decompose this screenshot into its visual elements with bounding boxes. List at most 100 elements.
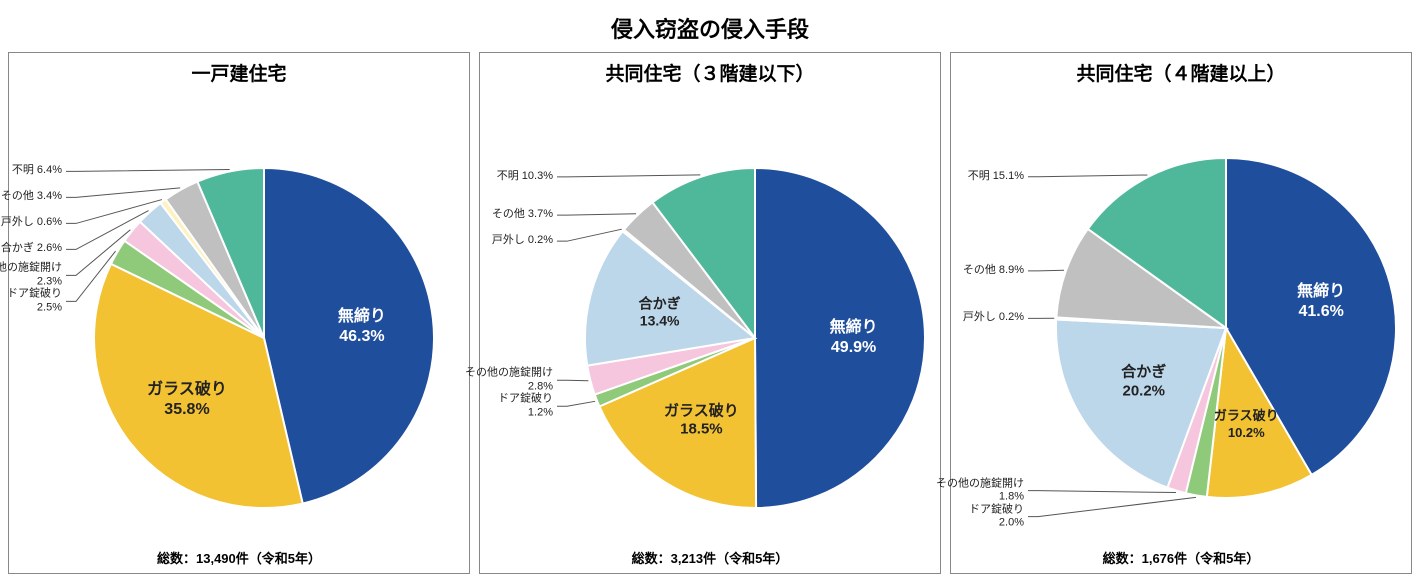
slice-label-name: 無締り — [338, 308, 386, 325]
slice-label-doorlock: ドア錠破り2.0% — [969, 503, 1024, 531]
pie-slice-removal — [1056, 317, 1226, 328]
slice-label-spare: 合かぎ20.2% — [1121, 364, 1166, 402]
slice-label-unknown: 不明 15.1% — [968, 170, 1024, 184]
pie-slice-removal — [161, 199, 264, 338]
slice-label-name: ガラス破り — [147, 381, 227, 398]
slice-label-name: ドア錠破り — [969, 503, 1024, 517]
panel-footer: 総数：1,676件（令和5年） — [951, 548, 1411, 567]
pie-slice-other — [1056, 229, 1226, 328]
slice-label-glass: ガラス破り 35.8% — [147, 380, 227, 420]
pie-slice-unknown — [197, 168, 264, 338]
slice-label-pct: 2.8% — [465, 380, 553, 394]
pie-slice-spare — [140, 203, 264, 338]
slice-label-name: 合かぎ — [639, 295, 681, 311]
slice-label-name: 戸外し — [963, 312, 996, 324]
slice-label-pct: 6.4% — [34, 165, 62, 177]
slice-label-pct: 46.3% — [338, 327, 386, 347]
slice-label-removal: 戸外し 0.2% — [492, 234, 553, 248]
slice-label-name: 無締り — [830, 319, 878, 336]
slice-label-pct: 3.4% — [34, 191, 62, 203]
slice-label-glass: ガラス破り 18.5% — [664, 402, 739, 440]
panel-title: 共同住宅（４階建以上） — [951, 53, 1411, 86]
slice-label-pct: 8.9% — [996, 264, 1024, 276]
slice-label-other: その他 3.4% — [1, 191, 62, 205]
slice-label-name: ガラス破り — [1214, 408, 1279, 423]
slice-label-name: 不明 — [497, 170, 519, 182]
slice-label-otherlock: その他の施錠開け2.3% — [0, 262, 62, 290]
pie-slice-other — [166, 182, 264, 338]
slice-label-pct: 10.2% — [1214, 424, 1279, 440]
slice-label-pct: 49.9% — [830, 338, 878, 358]
slice-label-pct: 1.8% — [936, 491, 1024, 505]
slice-label-name: ガラス破り — [664, 402, 739, 419]
pie-slice-spare — [1056, 319, 1226, 487]
slice-label-name: 戸外し — [492, 234, 525, 246]
slice-label-pct: 0.2% — [996, 312, 1024, 324]
slice-label-glass: ガラス破り10.2% — [1214, 408, 1279, 441]
leader-line — [66, 211, 149, 250]
leader-line — [66, 251, 116, 301]
leader-line — [1028, 497, 1196, 516]
slice-label-pct: 2.3% — [0, 275, 62, 289]
leader-line — [66, 200, 162, 224]
slice-label-other: その他 3.7% — [492, 208, 553, 222]
pie-slice-unknown — [1088, 158, 1226, 328]
leader-line — [1028, 491, 1176, 493]
slice-label-unlocked: 無締り 49.9% — [830, 318, 878, 358]
slice-label-name: ドア錠破り — [7, 288, 62, 302]
leader-line — [66, 188, 180, 198]
leader-line — [1028, 175, 1147, 177]
slice-label-pct: 41.6% — [1297, 302, 1345, 322]
slice-label-removal: 戸外し 0.2% — [963, 312, 1024, 326]
slice-label-unlocked: 無締り 41.6% — [1297, 282, 1345, 322]
leader-line — [557, 214, 636, 215]
panel-lowrise: 共同住宅（３階建以下）総数：3,213件（令和5年）無締り49.9%ガラス破り1… — [479, 52, 941, 574]
panel-highrise: 共同住宅（４階建以上）総数：1,676件（令和5年）無締り41.6%ガラス破り1… — [950, 52, 1412, 574]
pie-chart — [9, 53, 469, 573]
panel-detached: 一戸建住宅総数：13,490件（令和5年） 無締り 46.3% ガラス破り 35.8% ド… — [8, 52, 470, 574]
slice-label-removal: 戸外し 0.6% — [1, 217, 62, 231]
slice-label-name: ドア錠破り — [498, 393, 553, 407]
leader-line — [557, 401, 595, 406]
panel-footer: 総数：13,490件（令和5年） — [9, 548, 469, 567]
main-title: 侵入窃盗の侵入手段 — [0, 0, 1420, 52]
slice-label-name: その他の施錠開け — [0, 262, 62, 276]
panel-title: 共同住宅（３階建以下） — [480, 53, 940, 86]
slice-label-pct: 15.1% — [990, 170, 1024, 182]
slice-label-spare: 合かぎ 2.6% — [1, 243, 62, 257]
slice-label-pct: 2.6% — [34, 243, 62, 255]
slice-label-otherlock: その他の施錠開け2.8% — [465, 367, 553, 395]
slice-label-name: 不明 — [12, 165, 34, 177]
pie-slice-otherlock — [125, 222, 264, 338]
slice-label-name: その他の施錠開け — [465, 367, 553, 381]
leader-line — [66, 169, 230, 171]
pie-slice-otherlock — [587, 338, 755, 395]
slice-label-pct: 2.5% — [7, 301, 62, 315]
slice-label-pct: 0.2% — [525, 234, 553, 246]
slice-label-pct: 20.2% — [1121, 382, 1166, 401]
pie-slice-doorlock — [595, 338, 755, 406]
panel-row: 一戸建住宅総数：13,490件（令和5年） 無締り 46.3% ガラス破り 35.8% ド… — [0, 52, 1420, 582]
slice-label-unknown: 不明 6.4% — [12, 165, 62, 179]
slice-label-pct: 35.8% — [147, 400, 227, 420]
slice-label-pct: 13.4% — [639, 313, 681, 331]
slice-label-name: 不明 — [968, 170, 990, 182]
slice-label-pct: 10.3% — [519, 170, 553, 182]
slice-label-name: その他 — [492, 208, 525, 220]
slice-label-pct: 2.0% — [969, 517, 1024, 531]
slice-label-pct: 3.7% — [525, 208, 553, 220]
pie-chart — [480, 53, 940, 573]
slice-label-spare: 合かぎ 13.4% — [639, 295, 681, 330]
slice-label-unknown: 不明 10.3% — [497, 170, 553, 184]
leader-line — [1028, 270, 1064, 271]
slice-label-pct: 18.5% — [664, 421, 739, 440]
slice-label-unlocked: 無締り 46.3% — [338, 307, 386, 347]
leader-line — [66, 230, 130, 276]
leader-line — [557, 229, 622, 241]
slice-label-name: その他の施錠開け — [936, 477, 1024, 491]
slice-label-other: その他 8.9% — [963, 264, 1024, 278]
panel-title: 一戸建住宅 — [9, 53, 469, 86]
slice-label-name: その他 — [963, 264, 996, 276]
slice-label-pct: 0.6% — [34, 217, 62, 229]
slice-label-name: 無締り — [1297, 283, 1345, 300]
